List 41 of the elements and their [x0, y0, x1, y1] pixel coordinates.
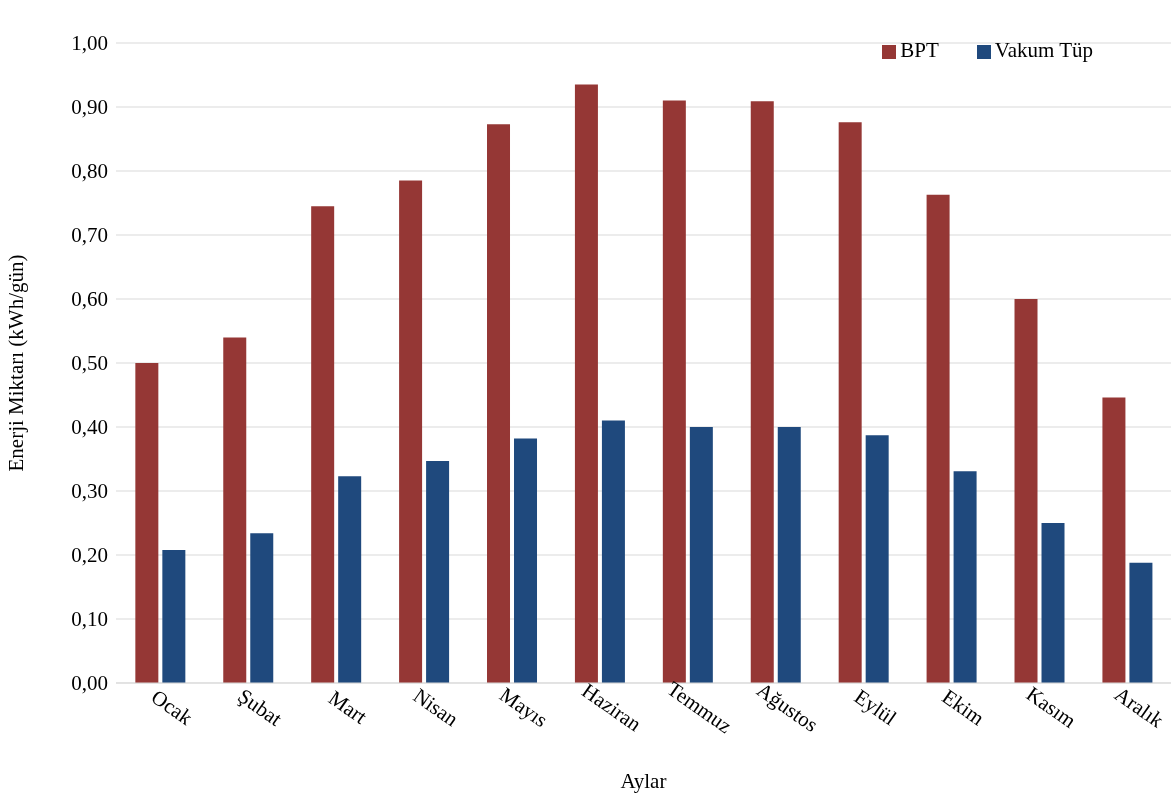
legend-label: Vakum Tüp [994, 38, 1093, 62]
bar [223, 337, 247, 683]
y-tick-label: 0,80 [71, 159, 108, 184]
y-tick-label: 0,00 [71, 671, 108, 696]
bar [953, 471, 977, 683]
bar [1102, 397, 1126, 683]
bar [838, 122, 862, 683]
bar [135, 363, 159, 683]
y-axis-title: Enerji Miktarı (kWh/gün) [4, 254, 29, 472]
y-tick-label: 0,90 [71, 95, 108, 120]
y-tick-label: 0,10 [71, 607, 108, 632]
bar [311, 206, 335, 683]
x-axis-title: Aylar [620, 769, 667, 793]
legend-label: BPT [900, 38, 939, 62]
y-tick-label: 0,40 [71, 415, 108, 440]
bar [865, 435, 889, 683]
bar [689, 427, 713, 683]
bar [487, 124, 511, 683]
bar [514, 438, 538, 683]
y-tick-label: 0,20 [71, 543, 108, 568]
y-tick-label: 0,30 [71, 479, 108, 504]
bar [1041, 523, 1065, 683]
bar [1129, 562, 1153, 683]
x-tick-label: Ocak [146, 684, 198, 731]
bar [162, 549, 186, 683]
y-tick-label: 0,60 [71, 287, 108, 312]
bar [399, 180, 423, 683]
bar [926, 194, 950, 683]
x-tick-label: Mart [324, 685, 372, 729]
bar [250, 533, 274, 683]
bar [426, 460, 450, 683]
bar [662, 100, 686, 683]
bar [777, 427, 801, 683]
bar [601, 420, 625, 683]
bar [1014, 299, 1038, 683]
bar [750, 101, 774, 683]
y-tick-label: 0,50 [71, 351, 108, 376]
bar [574, 84, 598, 683]
bar [338, 476, 362, 683]
y-tick-label: 1,00 [71, 31, 108, 56]
y-tick-label: 0,70 [71, 223, 108, 248]
